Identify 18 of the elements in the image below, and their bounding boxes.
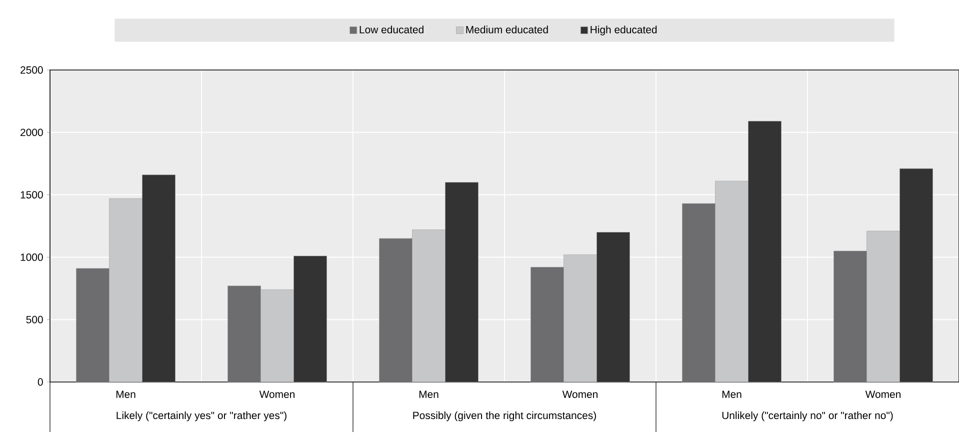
text: Unlikely ("certainly no" or "rather no")	[722, 411, 893, 422]
legend-label: Low educated	[360, 26, 424, 34]
x-tick-label: Women	[865, 390, 901, 398]
legend-label: High educated	[590, 26, 657, 36]
y-tick-label: 2000	[20, 128, 43, 136]
x-tick-label: Men	[419, 390, 438, 398]
text: Likely ("certainly yes" or "rather yes")	[116, 411, 286, 422]
legend-label: Medium educated	[466, 26, 548, 34]
y-tick-label: 1000	[20, 254, 43, 261]
x-tick-label: Women	[562, 390, 598, 398]
y-tick-label: 1500	[20, 191, 43, 199]
x-tick-label: Men	[116, 390, 136, 398]
x-tick-label: Women	[259, 390, 294, 398]
y-tick-label: 2500	[20, 66, 43, 74]
y-tick-label: 500	[26, 316, 43, 324]
y-tick-label: 0	[38, 378, 43, 386]
text: Possibly (given the right circumstances)	[413, 411, 596, 422]
x-tick-label: Men	[722, 390, 742, 398]
